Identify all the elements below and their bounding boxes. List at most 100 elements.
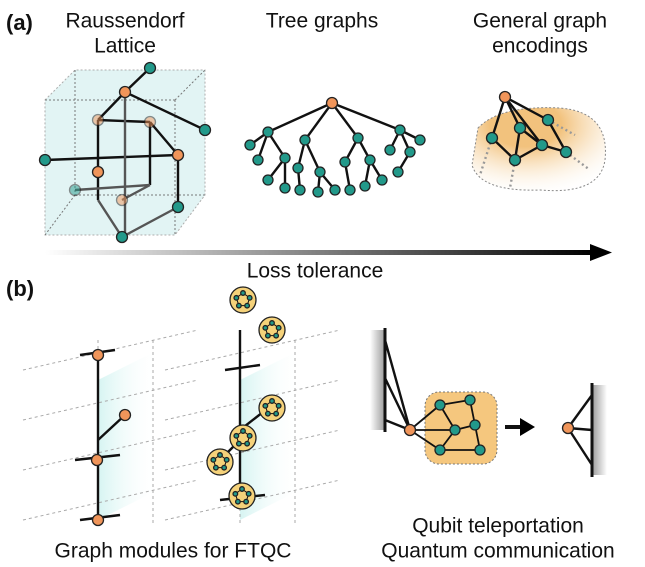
edge — [478, 137, 494, 176]
node — [171, 148, 185, 162]
node — [115, 230, 129, 244]
node — [90, 453, 104, 467]
panel-label: (a) — [6, 10, 33, 35]
node — [91, 513, 105, 527]
edge — [504, 95, 549, 122]
edge — [304, 102, 333, 141]
edge — [96, 199, 124, 238]
node — [262, 324, 269, 331]
column-title: encodings — [492, 35, 588, 58]
node — [68, 183, 82, 197]
node — [235, 302, 242, 309]
edge — [121, 205, 179, 239]
node — [376, 174, 388, 186]
node — [404, 146, 416, 158]
node — [221, 464, 228, 471]
edge — [97, 91, 126, 121]
column-title: Raussendorf — [65, 10, 184, 33]
node — [223, 456, 230, 463]
node — [561, 421, 575, 435]
node — [312, 186, 324, 198]
edge — [74, 183, 151, 192]
node — [392, 166, 404, 178]
node — [299, 134, 311, 146]
node — [513, 121, 527, 135]
node — [171, 200, 185, 214]
node — [234, 498, 241, 505]
edge — [504, 96, 543, 146]
edge — [267, 101, 333, 134]
node — [273, 410, 280, 417]
node — [414, 134, 426, 146]
node — [279, 182, 291, 194]
node — [269, 398, 275, 404]
node — [115, 193, 129, 207]
edge — [566, 427, 594, 466]
node — [239, 486, 245, 492]
node — [232, 490, 239, 497]
node — [198, 123, 212, 137]
node — [449, 424, 461, 436]
edge — [331, 102, 359, 139]
edge — [174, 69, 206, 101]
node — [403, 423, 417, 437]
arrow-head — [520, 418, 535, 436]
edge — [44, 153, 179, 162]
node — [217, 452, 223, 458]
column-title: Tree graphs — [266, 10, 378, 33]
column-title: General graph — [473, 10, 607, 33]
edge — [224, 363, 261, 372]
node — [244, 302, 251, 309]
node — [559, 145, 573, 159]
node — [464, 394, 476, 406]
edge — [383, 377, 412, 431]
node — [339, 156, 351, 168]
caption: Graph modules for FTQC — [55, 540, 292, 563]
node — [244, 440, 251, 447]
node — [275, 324, 282, 331]
node — [244, 139, 256, 151]
edge — [567, 394, 593, 429]
node — [252, 154, 264, 166]
edge — [149, 121, 179, 156]
node — [352, 132, 364, 144]
node — [344, 184, 356, 196]
caption: Qubit teleportation — [412, 515, 584, 538]
module-shade — [240, 350, 300, 520]
arrow-label: Loss tolerance — [247, 260, 384, 283]
edge — [383, 339, 412, 431]
panel-label: (b) — [6, 276, 34, 301]
node — [91, 165, 105, 179]
node — [508, 153, 522, 167]
caption: Quantum communication — [381, 540, 614, 563]
shapes — [22, 61, 612, 527]
node — [91, 348, 105, 362]
node — [434, 399, 446, 411]
edge — [164, 329, 341, 371]
edge — [490, 96, 507, 139]
node — [498, 90, 512, 104]
edge — [124, 90, 206, 132]
edge — [44, 194, 76, 236]
node — [294, 184, 306, 196]
node — [264, 410, 271, 417]
node — [359, 180, 371, 192]
node — [38, 153, 52, 167]
node — [240, 428, 246, 434]
node — [535, 138, 549, 152]
tolerance-arrow — [45, 250, 593, 255]
node — [262, 174, 274, 186]
node — [212, 464, 219, 471]
node — [273, 332, 280, 339]
wall — [592, 385, 607, 475]
node — [474, 444, 486, 456]
node — [143, 115, 157, 129]
node — [292, 162, 304, 174]
node — [246, 432, 253, 439]
column-title: Lattice — [94, 35, 156, 58]
node — [233, 432, 240, 439]
node — [269, 320, 275, 326]
node — [394, 124, 406, 136]
node — [279, 152, 291, 164]
